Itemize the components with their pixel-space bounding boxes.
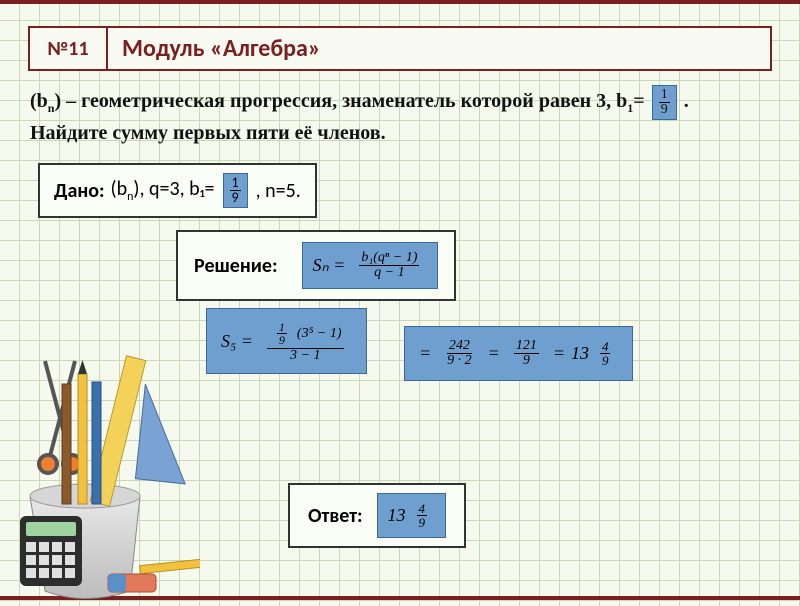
formula-lhs: Sₙ = — [313, 255, 346, 276]
problem-text: (b — [30, 90, 48, 112]
step1-fraction: 1 9 (3⁵ − 1) 3 − 1 — [261, 317, 350, 365]
given-box: Дано: (bn), q=3, b₁= 1 9 , n=5. — [38, 163, 317, 218]
slide-number: №11 — [30, 28, 108, 69]
fraction-b1: 1 9 — [223, 173, 248, 208]
denominator: 3 − 1 — [288, 349, 322, 363]
fraction-b1: 1 9 — [652, 85, 677, 120]
answer-label: Ответ: — [308, 504, 363, 528]
stationery-illustration — [0, 326, 200, 606]
numerator: b₁(qⁿ − 1) — [359, 251, 419, 266]
problem-statement: (bn) – геометрическая прогрессия, знамен… — [28, 81, 772, 157]
numerator: 1 9 (3⁵ − 1) — [267, 319, 344, 349]
denominator: 9 — [230, 191, 241, 205]
given-text: (bn), q=3, b₁= — [111, 177, 215, 204]
answer-box: Ответ: 13 4 9 — [288, 483, 466, 548]
answer-value: 13 4 9 — [377, 493, 447, 538]
slide-header: №11 Модуль «Алгебра» — [28, 26, 772, 71]
solution-box: Решение: Sₙ = b₁(qⁿ − 1) q − 1 — [176, 230, 456, 301]
slide-title: Модуль «Алгебра» — [108, 28, 770, 69]
given-tail: , n=5. — [256, 179, 301, 203]
solution-label: Решение: — [194, 254, 278, 278]
given-label: Дано: — [54, 179, 105, 203]
denominator: 9 — [659, 103, 670, 117]
step-2: = 242 9 · 2 = 121 9 = 13 4 9 — [404, 326, 633, 381]
mixed-number: 13 4 9 — [571, 338, 619, 369]
denominator: q − 1 — [372, 266, 406, 280]
step-1: S₅ = 1 9 (3⁵ − 1) 3 − 1 — [206, 308, 367, 374]
numerator: 1 — [659, 88, 670, 103]
problem-text: ) – геометрическая прогрессия, знаменате… — [54, 90, 627, 112]
sum-formula: Sₙ = b₁(qⁿ − 1) q − 1 — [302, 242, 439, 289]
formula-fraction: b₁(qⁿ − 1) q − 1 — [353, 249, 425, 282]
step1-lhs: S₅ = — [221, 331, 253, 352]
problem-text: = — [633, 90, 644, 112]
